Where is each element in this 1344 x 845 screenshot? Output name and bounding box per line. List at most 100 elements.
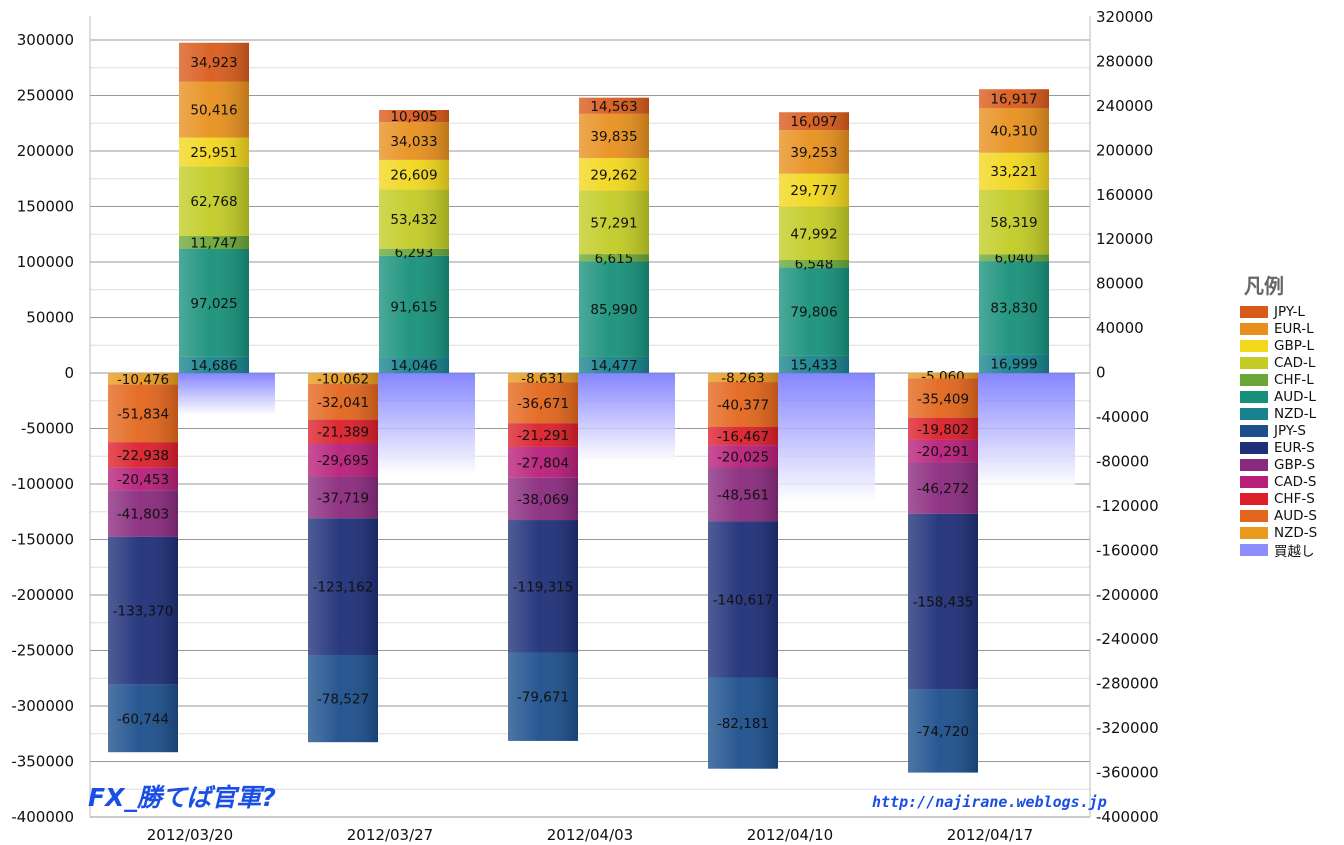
bar-shading [979, 189, 1049, 255]
bar-shading [108, 373, 178, 385]
bar-segment-gbp-s: -37,719 [308, 476, 378, 519]
bar-segment-jpy-s: -74,720 [908, 689, 978, 773]
data-label: 33,221 [990, 164, 1037, 180]
legend-swatch [1240, 441, 1268, 454]
data-label: -38,069 [517, 492, 569, 508]
bar-segment-aud-l: 83,830 [979, 261, 1049, 355]
bar-shading [779, 112, 849, 131]
data-label: -22,938 [117, 448, 169, 464]
right-tick-label: -400000 [1096, 808, 1159, 826]
legend-item: CAD-S [1240, 473, 1340, 490]
bar-shading [579, 97, 649, 114]
legend-label: EUR-L [1274, 320, 1314, 337]
data-label: -40,377 [717, 398, 769, 414]
right-tick-label: 320000 [1096, 8, 1153, 26]
legend-swatch [1240, 373, 1268, 386]
bar-segment-gbp-s: -48,561 [708, 467, 778, 522]
bar-segment-chf-s: -21,291 [508, 423, 578, 447]
bar-segment-cad-s: -20,025 [708, 445, 778, 468]
legend-label: EUR-S [1274, 439, 1315, 456]
legend-label: GBP-L [1274, 337, 1314, 354]
bar-shading [979, 152, 1049, 190]
legend-title: 凡例 [1244, 274, 1284, 298]
bar-shading [579, 261, 649, 357]
bar-segment-cad-l: 47,992 [779, 206, 849, 261]
bar-shading [779, 130, 849, 174]
x-tick-label: 2012/03/27 [347, 826, 433, 844]
bar-shading [308, 518, 378, 656]
bar-segment-aud-l: 91,615 [379, 255, 449, 358]
data-label: -119,315 [513, 579, 574, 595]
legend-item: NZD-S [1240, 524, 1340, 541]
bar-segment-cad-s: -20,291 [908, 439, 978, 463]
bar-shading [308, 373, 378, 385]
bar-shading [108, 442, 178, 468]
bar-shading [508, 477, 578, 521]
bar-shading [979, 254, 1049, 262]
watermark-left: FX_勝てば官軍? [88, 783, 276, 812]
bar-segment-gbp-s: -46,272 [908, 462, 978, 514]
bar-segment-aud-s: -36,671 [508, 382, 578, 424]
data-label: 25,951 [190, 145, 237, 161]
bar-segment-jpy-s: -60,744 [108, 684, 178, 753]
data-label: -46,272 [917, 481, 969, 497]
bar-shading [179, 249, 249, 357]
bar-segment-nzd-l: 14,046 [379, 357, 449, 374]
bar-shading [708, 426, 778, 446]
data-label: 10,905 [390, 109, 437, 125]
right-tick-label: -280000 [1096, 675, 1159, 693]
bar-shading [308, 443, 378, 477]
data-label: 97,025 [190, 296, 237, 312]
data-label: -19,802 [917, 422, 969, 438]
right-tick-label: -40000 [1096, 408, 1149, 426]
right-tick-label: -160000 [1096, 541, 1159, 559]
bar-shading [979, 108, 1049, 153]
data-label: 83,830 [990, 301, 1037, 317]
bar-shading [379, 357, 449, 373]
right-tick-label: -120000 [1096, 497, 1159, 515]
bar-segment-eur-s: -158,435 [908, 513, 978, 690]
bar-shading [708, 467, 778, 522]
bar-segment-aud-s: -32,041 [308, 384, 378, 420]
x-tick-label: 2012/04/03 [547, 826, 633, 844]
bar-shading [708, 373, 778, 383]
bar-shading [908, 373, 978, 379]
bar-segment-cad-l: 62,768 [179, 166, 249, 236]
left-tick-label: -200000 [11, 586, 74, 604]
data-label: 57,291 [590, 215, 637, 231]
data-label: -32,041 [317, 395, 369, 411]
bars: -10,476 -51,834 -22,938 -20,453 -41,803 -133,… [108, 42, 1075, 773]
legend-swatch [1240, 322, 1268, 335]
right-tick-label: -200000 [1096, 586, 1159, 604]
bar-segment-eur-s: -119,315 [508, 520, 578, 653]
right-tick-label: 120000 [1096, 230, 1153, 248]
bar-segment-eur-l: 39,253 [779, 130, 849, 174]
bar-segment-aud-s: -51,834 [108, 384, 178, 443]
data-label: 39,253 [790, 145, 837, 161]
bar-segment-eur-l: 39,835 [579, 113, 649, 159]
legend-label: 買越し [1274, 543, 1315, 560]
bar-segment-cad-s: -29,695 [308, 443, 378, 477]
bar-shading [179, 166, 249, 236]
right-tick-label: 240000 [1096, 97, 1153, 115]
bar-segment-chf-l: 6,040 [979, 251, 1049, 267]
data-label: 47,992 [790, 226, 837, 242]
bar-segment-gbp-s: -38,069 [508, 477, 578, 521]
legend-item: AUD-L [1240, 388, 1340, 405]
data-label: 34,033 [390, 134, 437, 150]
bar-segment-jpy-s: -79,671 [508, 652, 578, 741]
data-label: -20,453 [117, 472, 169, 488]
bar-shading [908, 378, 978, 418]
bar-segment-gbp-l: 29,262 [579, 158, 649, 191]
left-tick-label: 250000 [17, 87, 74, 105]
legend-item: GBP-L [1240, 337, 1340, 354]
bar-shading [708, 445, 778, 468]
bar-shading [179, 235, 249, 250]
data-label: -20,025 [717, 449, 769, 465]
data-label: 40,310 [990, 123, 1037, 139]
left-tick-label: -50000 [21, 420, 74, 438]
bar-shading [908, 513, 978, 690]
right-tick-label: -360000 [1096, 764, 1159, 782]
bar-segment-nzd-s: -10,476 [108, 372, 178, 388]
bar-segment-jpy-l: 16,917 [979, 89, 1049, 109]
